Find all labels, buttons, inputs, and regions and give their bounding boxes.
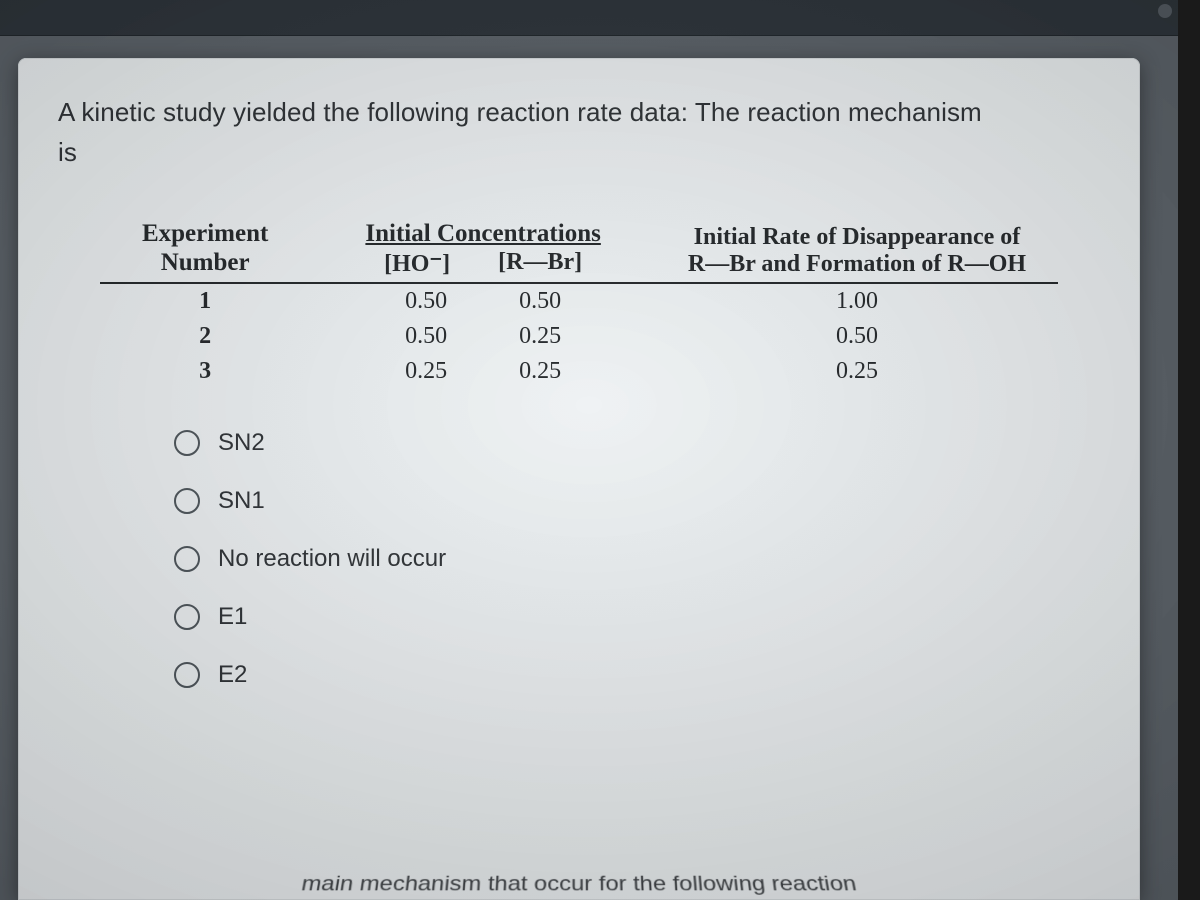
option-label: No reaction will occur	[218, 545, 446, 573]
cell-conc: 0.25 0.25	[311, 358, 656, 385]
header-experiment-l1: Experiment	[100, 219, 311, 249]
cell-rate: 0.50	[656, 323, 1059, 350]
header-ho: [HO⁻]	[384, 249, 450, 278]
question-line-2: is	[58, 137, 77, 167]
monitor-bezel	[1178, 0, 1200, 900]
option-sn1[interactable]: SN1	[174, 487, 1100, 515]
header-rate-l2: R—Br and Formation of R—OH	[656, 251, 1059, 278]
col-header-rate: Initial Rate of Disappearance of R—Br an…	[656, 224, 1059, 278]
option-none[interactable]: No reaction will occur	[174, 545, 1100, 573]
radio-icon[interactable]	[174, 488, 200, 514]
cell-rate: 1.00	[656, 288, 1059, 315]
cell-exp: 2	[100, 323, 311, 350]
header-conc-sub: [HO⁻] [R—Br]	[311, 249, 656, 278]
cell-conc: 0.50 0.50	[311, 288, 656, 315]
header-rbr: [R—Br]	[498, 249, 582, 278]
col-header-concentrations: Initial Concentrations [HO⁻] [R—Br]	[311, 219, 656, 278]
corner-indicator-icon	[1158, 4, 1172, 18]
header-rate-l1: Initial Rate of Disappearance of	[656, 224, 1059, 251]
kinetics-data-table: Experiment Number Initial Concentrations…	[100, 219, 1059, 389]
header-experiment-l2: Number	[100, 248, 311, 278]
cell-ho: 0.25	[405, 358, 447, 385]
cell-exp: 3	[100, 358, 311, 385]
cell-rbr: 0.50	[519, 288, 561, 315]
answer-options: SN2 SN1 No reaction will occur E1 E2	[174, 429, 1100, 689]
option-label: SN2	[218, 429, 265, 457]
question-card: A kinetic study yielded the following re…	[18, 58, 1140, 900]
option-e2[interactable]: E2	[174, 661, 1100, 689]
table-body: 1 0.50 0.50 1.00 2 0.50 0.25 0.50 3 0.25 0.25 0.25	[100, 284, 1059, 389]
cell-ho: 0.50	[405, 323, 447, 350]
cell-rbr: 0.25	[519, 358, 561, 385]
cell-conc: 0.50 0.25	[311, 323, 656, 350]
radio-icon[interactable]	[174, 604, 200, 630]
cell-rate: 0.25	[656, 358, 1059, 385]
option-label: E1	[218, 603, 247, 631]
option-label: E2	[218, 661, 247, 689]
table-row: 3 0.25 0.25 0.25	[100, 354, 1059, 389]
next-question-partial-text: main mechanism that occur for the follow…	[18, 872, 1140, 900]
question-text: A kinetic study yielded the following re…	[58, 92, 1100, 173]
browser-top-bar	[0, 0, 1178, 36]
radio-icon[interactable]	[174, 546, 200, 572]
col-header-experiment: Experiment Number	[100, 219, 311, 278]
table-row: 2 0.50 0.25 0.50	[100, 319, 1059, 354]
table-header-row: Experiment Number Initial Concentrations…	[100, 219, 1059, 284]
question-line-1: A kinetic study yielded the following re…	[58, 97, 982, 127]
cell-rbr: 0.25	[519, 323, 561, 350]
option-label: SN1	[218, 487, 265, 515]
option-e1[interactable]: E1	[174, 603, 1100, 631]
option-sn2[interactable]: SN2	[174, 429, 1100, 457]
radio-icon[interactable]	[174, 662, 200, 688]
cell-ho: 0.50	[405, 288, 447, 315]
cell-exp: 1	[100, 288, 311, 315]
header-conc-title: Initial Concentrations	[311, 219, 656, 249]
table-row: 1 0.50 0.50 1.00	[100, 284, 1059, 319]
radio-icon[interactable]	[174, 430, 200, 456]
